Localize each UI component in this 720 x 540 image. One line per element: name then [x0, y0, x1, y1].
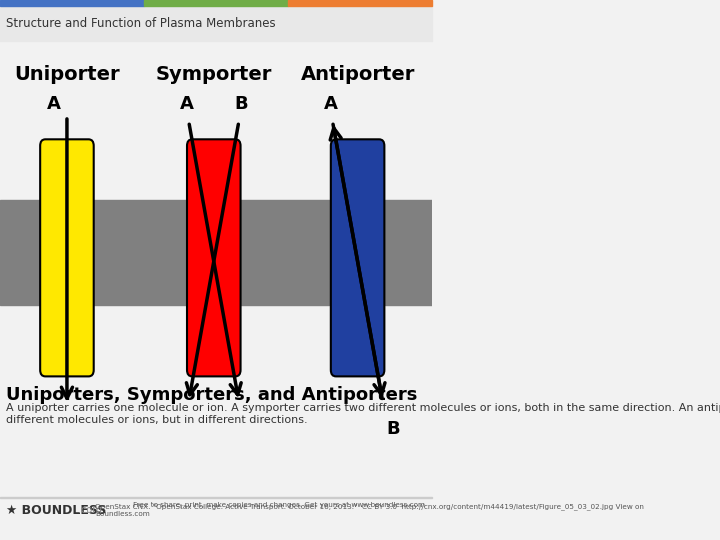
Text: Antiporter: Antiporter [300, 65, 415, 84]
FancyBboxPatch shape [330, 139, 384, 376]
Text: Uniporter: Uniporter [14, 65, 120, 84]
Bar [0, 497, 432, 498]
Text: Free to share, print, make copies and changes. Get yours at www.boundless.com: Free to share, print, make copies and ch… [133, 502, 426, 508]
Bar [288, 0, 432, 6]
Text: OpenStax CNX. "OpenStax College. Active Transport. October 16, 2013."  CC BY 3.0: OpenStax CNX. "OpenStax College. Active … [95, 503, 644, 517]
FancyBboxPatch shape [187, 139, 240, 376]
Text: Uniporters, Symporters, and Antiporters: Uniporters, Symporters, and Antiporters [6, 386, 418, 404]
Text: Structure and Function of Plasma Membranes: Structure and Function of Plasma Membran… [6, 17, 276, 30]
Bar [0, 0, 144, 6]
FancyBboxPatch shape [40, 139, 94, 376]
Text: A: A [47, 96, 61, 113]
Bar [144, 0, 288, 6]
Text: A: A [179, 96, 194, 113]
Text: A uniporter carries one molecule or ion. A symporter carries two different molec: A uniporter carries one molecule or ion.… [6, 403, 720, 425]
Text: A: A [323, 96, 338, 113]
Text: B: B [234, 96, 248, 113]
Bar [0, 6, 432, 40]
Bar [0, 200, 432, 305]
Text: .com: .com [78, 505, 102, 515]
Text: B: B [387, 420, 400, 438]
Text: ★ BOUNDLESS: ★ BOUNDLESS [6, 504, 107, 517]
Text: Symporter: Symporter [156, 65, 272, 84]
